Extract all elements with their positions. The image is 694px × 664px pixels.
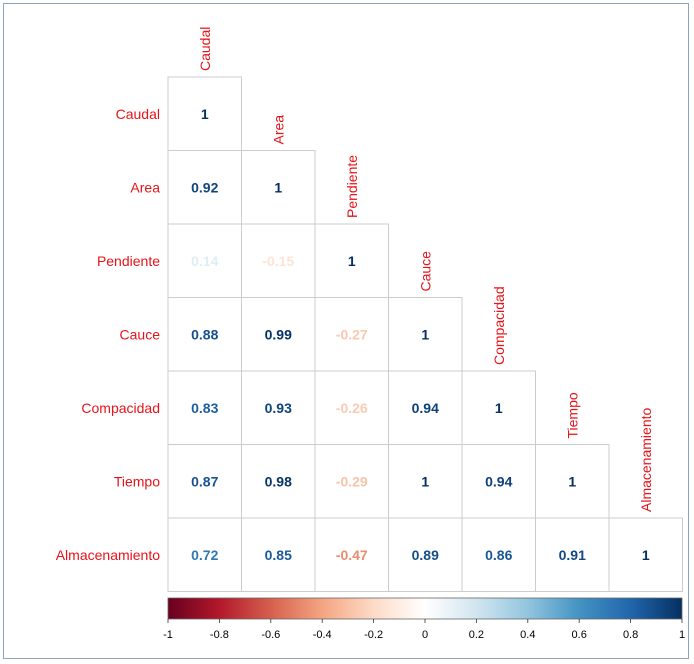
cell-value-2-0: 0.14 — [191, 253, 218, 269]
colorbar-tick-label: 0.8 — [623, 629, 638, 641]
row-label-caudal: Caudal — [116, 106, 160, 122]
cell-value-6-1: 0.85 — [265, 547, 292, 563]
cell-2-0 — [167, 223, 242, 298]
cell-5-0 — [167, 444, 242, 519]
colorbar-tick-label: -0.6 — [261, 629, 280, 641]
col-label-tiempo: Tiempo — [564, 392, 580, 438]
col-label-compacidad: Compacidad — [491, 286, 507, 365]
cell-value-3-3: 1 — [421, 326, 429, 342]
cell-value-6-0: 0.72 — [191, 547, 218, 563]
cell-value-6-5: 0.91 — [559, 547, 586, 563]
cell-value-6-4: 0.86 — [485, 547, 512, 563]
row-label-area: Area — [130, 179, 160, 195]
cell-value-2-2: 1 — [348, 253, 356, 269]
col-label-caudal: Caudal — [197, 27, 213, 71]
colorbar-tick-label: 1 — [679, 629, 685, 641]
col-label-area: Area — [270, 115, 286, 145]
cell-value-1-0: 0.92 — [191, 179, 218, 195]
cell-2-1 — [241, 223, 316, 298]
colorbar-tick-label: 0.4 — [520, 629, 535, 641]
row-label-almacenamiento: Almacenamiento — [56, 547, 160, 563]
cell-value-4-0: 0.83 — [191, 400, 218, 416]
cell-value-6-6: 1 — [642, 547, 650, 563]
cell-value-5-5: 1 — [568, 473, 576, 489]
cell-value-5-3: 1 — [421, 473, 429, 489]
cell-3-2 — [314, 297, 389, 372]
colorbar-tick-label: -0.2 — [364, 629, 383, 641]
cell-value-3-2: -0.27 — [336, 326, 368, 342]
cell-6-6 — [608, 517, 683, 592]
row-label-compacidad: Compacidad — [81, 400, 160, 416]
cell-5-1 — [241, 444, 316, 519]
cell-value-3-1: 0.99 — [265, 326, 292, 342]
cell-6-0 — [167, 517, 242, 592]
colorbar-tick-label: 0.2 — [469, 629, 484, 641]
cell-6-5 — [535, 517, 610, 592]
cell-6-2 — [314, 517, 389, 592]
cell-5-3 — [388, 444, 463, 519]
cell-value-5-0: 0.87 — [191, 473, 218, 489]
cell-value-6-2: -0.47 — [336, 547, 368, 563]
row-label-pendiente: Pendiente — [97, 253, 160, 269]
cell-4-0 — [167, 370, 242, 445]
cell-3-3 — [388, 297, 463, 372]
cell-value-5-4: 0.94 — [485, 473, 512, 489]
cell-value-4-1: 0.93 — [265, 400, 292, 416]
cell-value-3-0: 0.88 — [191, 326, 218, 342]
cell-5-2 — [314, 444, 389, 519]
cell-value-4-4: 1 — [495, 400, 503, 416]
colorbar — [167, 597, 683, 620]
row-label-tiempo: Tiempo — [114, 473, 160, 489]
cell-value-5-1: 0.98 — [265, 473, 292, 489]
cell-value-5-2: -0.29 — [336, 473, 368, 489]
cell-1-1 — [241, 150, 316, 225]
colorbar-tick-label: 0 — [422, 629, 428, 641]
row-label-cauce: Cauce — [120, 326, 161, 342]
cell-value-4-2: -0.26 — [336, 400, 368, 416]
cell-5-4 — [461, 444, 536, 519]
cell-value-1-1: 1 — [274, 179, 282, 195]
col-label-almacenamiento: Almacenamiento — [638, 408, 654, 512]
cell-4-1 — [241, 370, 316, 445]
cell-6-4 — [461, 517, 536, 592]
colorbar-tick-label: 0.6 — [572, 629, 587, 641]
cell-value-2-1: -0.15 — [262, 253, 294, 269]
colorbar-tick-label: -0.4 — [313, 629, 332, 641]
cell-value-4-3: 0.94 — [412, 400, 439, 416]
cell-3-0 — [167, 297, 242, 372]
cell-4-4 — [461, 370, 536, 445]
cell-value-6-3: 0.89 — [412, 547, 439, 563]
cell-4-2 — [314, 370, 389, 445]
cell-0-0 — [167, 76, 242, 151]
col-label-pendiente: Pendiente — [344, 155, 360, 218]
colorbar-tick-label: -0.8 — [210, 629, 229, 641]
colorbar-tick-label: -1 — [163, 629, 173, 641]
col-label-cauce: Cauce — [417, 251, 433, 292]
cell-value-0-0: 1 — [201, 106, 209, 122]
cell-1-0 — [167, 150, 242, 225]
cell-5-5 — [535, 444, 610, 519]
